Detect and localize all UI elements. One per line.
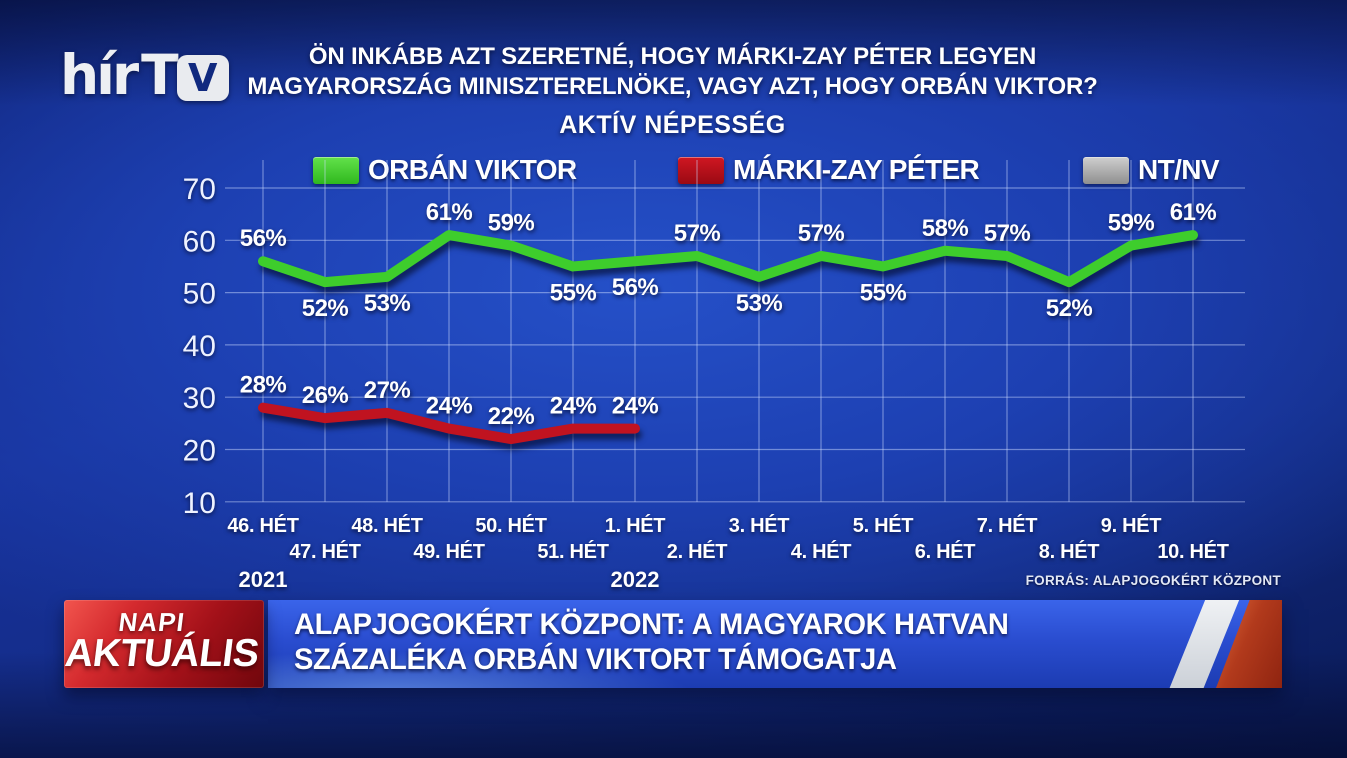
logo-hir-text: hír xyxy=(60,43,139,107)
legend-item-ntnv: NT/NV xyxy=(1083,154,1220,185)
data-label: 53% xyxy=(364,290,411,317)
y-axis-tick-label: 30 xyxy=(183,382,216,415)
data-label: 24% xyxy=(550,393,597,420)
legend-item-orban: ORBÁN VIKTOR xyxy=(313,155,577,185)
x-axis-tick-label: 10. HÉT xyxy=(1157,540,1228,563)
data-label: 61% xyxy=(426,199,473,226)
legend-item-marki-zay: MÁRKI-ZAY PÉTER xyxy=(678,154,980,185)
lower-third-ticker: NAPI AKTUÁLIS ALAPJOGOKÉRT KÖZPONT: A MA… xyxy=(63,600,1282,688)
x-axis-tick-label: 1. HÉT xyxy=(605,514,666,537)
data-label: 22% xyxy=(488,403,535,430)
x-axis-tick-label: 7. HÉT xyxy=(977,514,1038,537)
data-label: 55% xyxy=(860,279,907,306)
legend-label-orban: ORBÁN VIKTOR xyxy=(368,154,577,185)
year-label: 2021 xyxy=(239,567,288,592)
data-label: 57% xyxy=(798,220,845,247)
year-label: 2022 xyxy=(611,567,660,592)
x-axis-tick-label: 6. HÉT xyxy=(915,540,976,563)
headline-text: ALAPJOGOKÉRT KÖZPONT: A MAGYAROK HATVAN … xyxy=(294,607,1009,677)
source-credit: FORRÁS: ALAPJOGOKÉRT KÖZPONT xyxy=(1025,573,1281,588)
data-label: 59% xyxy=(488,210,535,237)
logo-t-letter: T xyxy=(141,43,178,107)
x-axis-tick-label: 46. HÉT xyxy=(227,514,298,537)
y-axis-tick-label: 50 xyxy=(183,278,216,311)
hirtv-logo: hír T V xyxy=(60,46,229,104)
headline-bar: ALAPJOGOKÉRT KÖZPONT: A MAGYAROK HATVAN … xyxy=(268,600,1282,688)
data-label: 28% xyxy=(240,372,287,399)
data-label: 52% xyxy=(302,295,349,322)
y-axis-tick-label: 10 xyxy=(183,487,216,520)
x-axis-tick-label: 49. HÉT xyxy=(413,540,484,563)
x-axis-tick-label: 3. HÉT xyxy=(729,514,790,537)
legend-label-marki-zay: MÁRKI-ZAY PÉTER xyxy=(733,154,980,185)
data-label: 26% xyxy=(302,382,349,409)
badge-line-aktualis: AKTUÁLIS xyxy=(62,632,262,675)
y-axis-tick-label: 40 xyxy=(183,330,216,363)
data-label: 24% xyxy=(426,393,473,420)
y-axis-tick-label: 20 xyxy=(183,435,216,468)
badge-text: NAPI AKTUÁLIS xyxy=(59,600,268,675)
x-axis-tick-label: 51. HÉT xyxy=(537,540,608,563)
question-title: ÖN INKÁBB AZT SZERETNÉ, HOGY MÁRKI-ZAY P… xyxy=(150,42,1195,140)
legend-label-ntnv: NT/NV xyxy=(1138,154,1220,185)
x-axis-tick-label: 8. HÉT xyxy=(1039,540,1100,563)
series-line-m-rki-zay-p-ter xyxy=(258,402,640,445)
x-axis-tick-label: 9. HÉT xyxy=(1101,514,1162,537)
data-label: 56% xyxy=(240,225,287,252)
napi-aktualis-badge: NAPI AKTUÁLIS xyxy=(63,600,264,688)
x-axis-tick-label: 48. HÉT xyxy=(351,514,422,537)
data-label: 58% xyxy=(922,215,969,242)
series-line-orb-n-viktor xyxy=(258,230,1198,288)
y-axis-tick-label: 70 xyxy=(183,173,216,206)
logo-v-letter: V xyxy=(187,56,218,100)
data-label: 57% xyxy=(984,220,1031,247)
logo-tv-box: V xyxy=(176,55,229,101)
data-label: 55% xyxy=(550,279,597,306)
data-label: 61% xyxy=(1170,199,1217,226)
data-label: 59% xyxy=(1108,210,1155,237)
x-axis-tick-label: 5. HÉT xyxy=(853,514,914,537)
data-label: 24% xyxy=(612,393,659,420)
data-label: 53% xyxy=(736,290,783,317)
data-label: 52% xyxy=(1046,295,1093,322)
legend-swatch-marki-zay xyxy=(678,156,724,184)
legend-swatch-orban xyxy=(313,156,359,184)
question-line-1: ÖN INKÁBB AZT SZERETNÉ, HOGY MÁRKI-ZAY P… xyxy=(308,43,1037,70)
x-axis-tick-label: 47. HÉT xyxy=(289,540,360,563)
data-label: 57% xyxy=(674,220,721,247)
x-axis-tick-label: 50. HÉT xyxy=(475,514,546,537)
data-label: 56% xyxy=(612,274,659,301)
question-line-2: MAGYARORSZÁG MINISZTERELNÖKE, VAGY AZT, … xyxy=(247,73,1098,100)
x-axis-tick-label: 4. HÉT xyxy=(791,540,852,563)
data-label: 27% xyxy=(364,377,411,404)
chart-subtitle: AKTÍV NÉPESSÉG xyxy=(559,111,786,139)
headline-line-1: ALAPJOGOKÉRT KÖZPONT: A MAGYAROK HATVAN xyxy=(294,608,1009,641)
y-axis-tick-label: 60 xyxy=(183,225,216,258)
legend-swatch-ntnv xyxy=(1083,156,1129,184)
headline-line-2: SZÁZALÉKA ORBÁN VIKTORT TÁMOGATJA xyxy=(294,643,897,676)
x-axis-tick-label: 2. HÉT xyxy=(667,540,728,563)
